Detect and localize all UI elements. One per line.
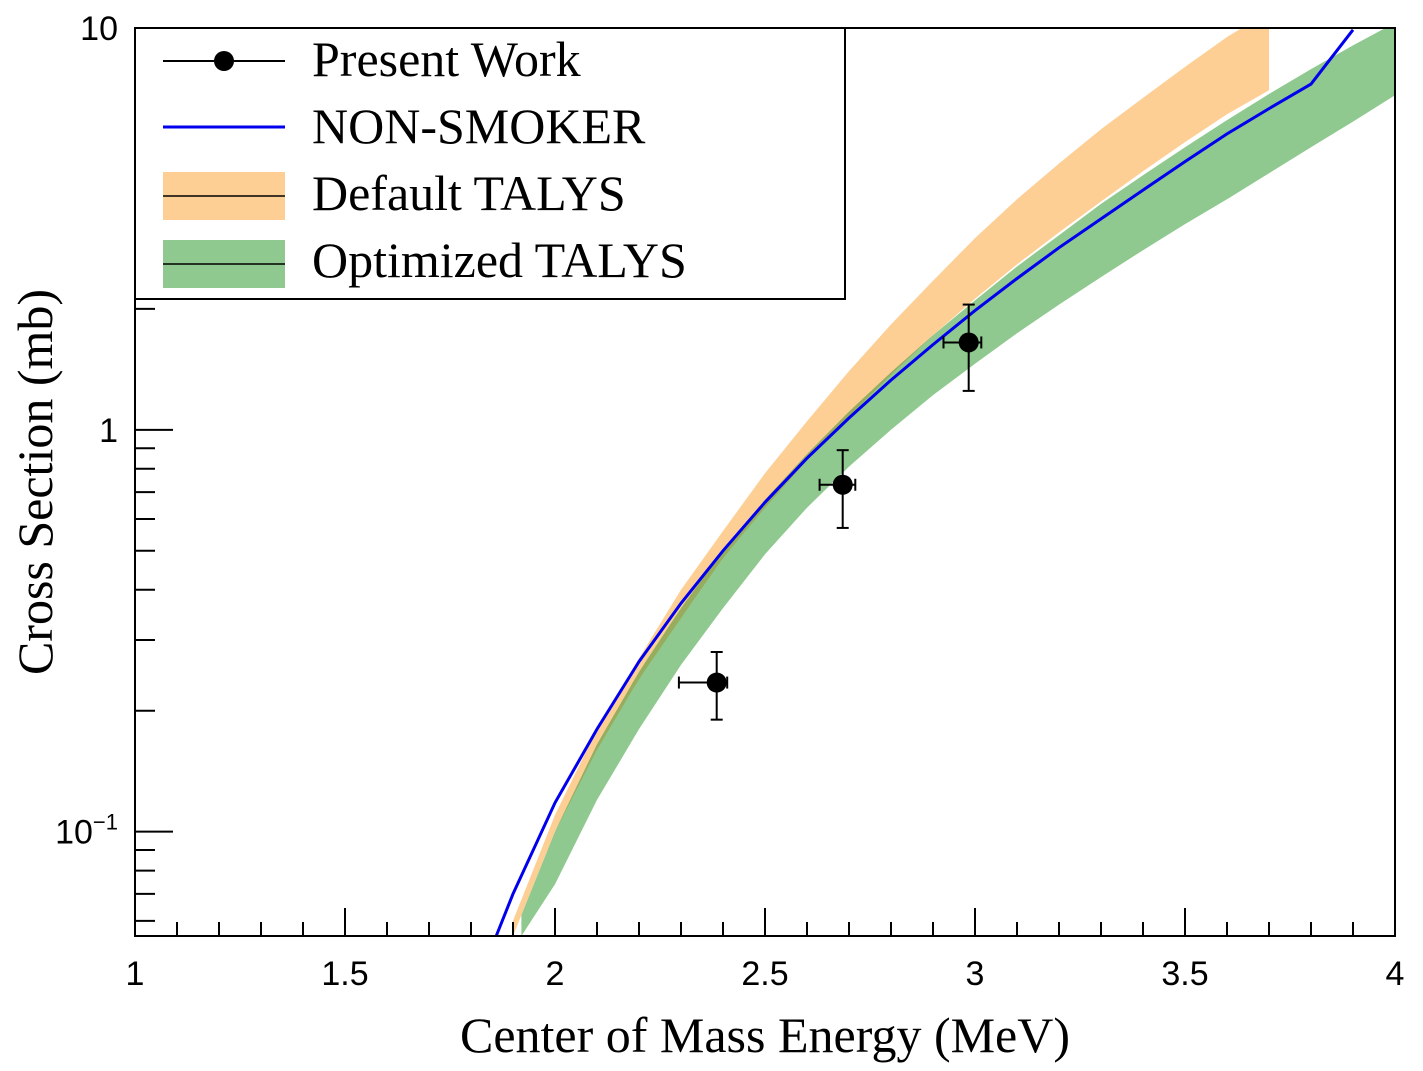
data-point-marker bbox=[832, 474, 853, 495]
non-smoker-curve bbox=[494, 28, 1355, 936]
legend-entry-non-smoker: NON-SMOKER bbox=[163, 98, 646, 154]
y-tick-label: 10−1 bbox=[55, 810, 118, 852]
y-tick-label: 10 bbox=[80, 10, 118, 48]
x-tick-label: 2.5 bbox=[741, 955, 788, 993]
x-axis-ticks: 1 1.5 2 2.5 3 3.5 4 bbox=[126, 908, 1405, 993]
legend-entry-optimized-talys: Optimized TALYS bbox=[163, 232, 687, 288]
legend-label-optimized-talys: Optimized TALYS bbox=[312, 232, 687, 288]
x-tick-label: 2 bbox=[546, 955, 565, 993]
legend-present-marker bbox=[214, 51, 234, 71]
optimized-talys-band bbox=[521, 28, 1395, 936]
x-tick-label: 3 bbox=[966, 955, 985, 993]
present-work-series bbox=[677, 303, 983, 721]
x-axis-title: Center of Mass Energy (MeV) bbox=[460, 1007, 1070, 1063]
y-axis-title: Cross Section (mb) bbox=[7, 289, 63, 675]
legend-label-default-talys: Default TALYS bbox=[312, 165, 626, 221]
legend-label-present-work: Present Work bbox=[312, 31, 581, 87]
legend: Present Work NON-SMOKER Default TALYS Op… bbox=[134, 27, 846, 300]
data-point-marker bbox=[958, 332, 979, 353]
data-point-2 bbox=[818, 449, 857, 529]
legend-label-non-smoker: NON-SMOKER bbox=[312, 98, 646, 154]
legend-entry-default-talys: Default TALYS bbox=[163, 165, 626, 221]
x-tick-label: 1.5 bbox=[321, 955, 368, 993]
x-tick-label: 1 bbox=[126, 955, 145, 993]
legend-entry-present-work: Present Work bbox=[163, 31, 581, 87]
y-tick-label: 1 bbox=[99, 412, 118, 450]
default-talys-band bbox=[513, 28, 1269, 936]
data-point-1 bbox=[677, 650, 729, 721]
x-tick-label: 4 bbox=[1386, 955, 1405, 993]
plot-area bbox=[494, 28, 1395, 936]
data-point-marker bbox=[706, 672, 727, 693]
data-point-3 bbox=[942, 303, 983, 392]
x-tick-label: 3.5 bbox=[1161, 955, 1208, 993]
